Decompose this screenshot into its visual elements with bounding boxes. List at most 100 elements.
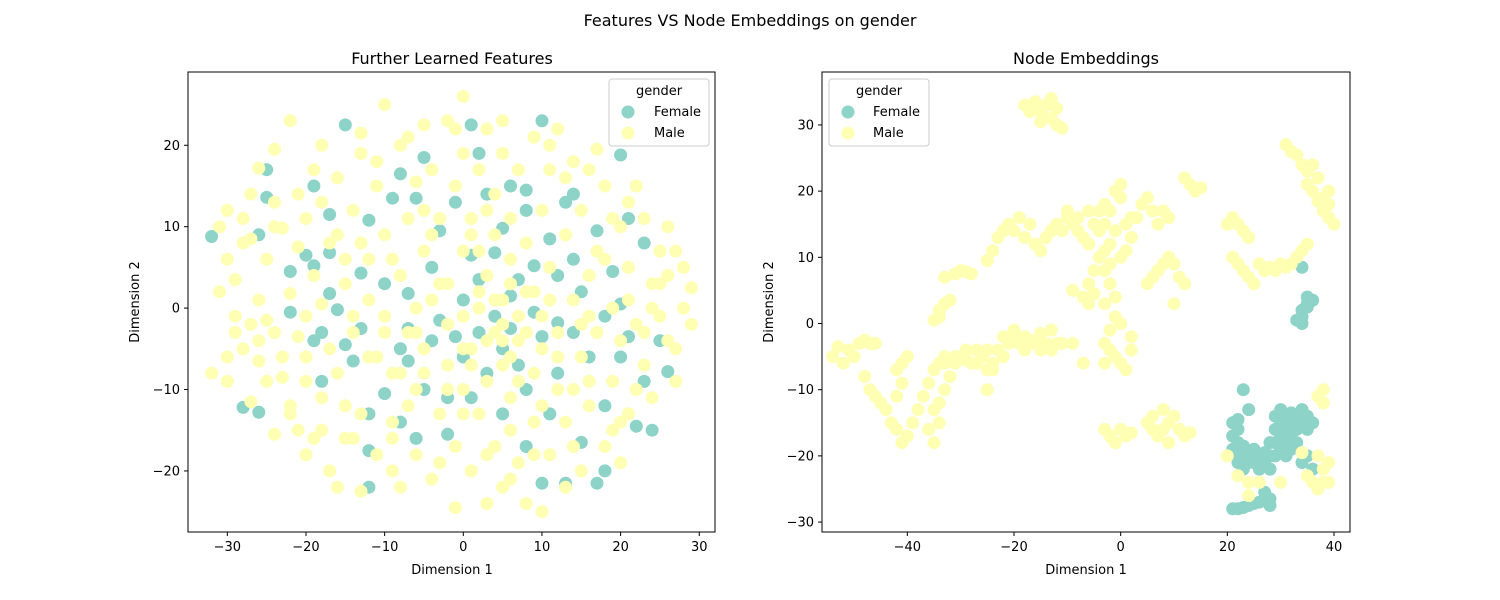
right-chart-point-male-31	[847, 350, 861, 364]
left-chart-point-female-18	[354, 266, 368, 280]
right-chart-point-male-236	[1076, 356, 1090, 370]
left-chart-point-female-87	[598, 399, 612, 413]
left-chart-x-tick-label: 30	[691, 540, 708, 555]
left-chart-point-male-141	[637, 212, 651, 225]
left-chart-point-male-136	[622, 260, 635, 274]
left-chart-point-male-182	[496, 114, 510, 128]
right-chart-point-male-233	[1124, 211, 1138, 225]
left-chart-point-male-88	[488, 228, 502, 242]
left-chart-y-tick-label: 10	[163, 220, 180, 235]
right-chart-point-male-109	[1034, 244, 1048, 258]
right-chart-y-tick-label: −20	[787, 449, 814, 464]
left-chart-point-male-169	[346, 431, 360, 445]
right-chart-x-ticks: −40 −20 0 20 40	[894, 532, 1342, 555]
left-chart-point-male-28	[315, 138, 329, 152]
left-chart-point-female-88	[606, 265, 620, 278]
left-chart-point-male-1	[213, 220, 226, 234]
left-chart-point-female-103	[519, 183, 533, 197]
right-chart-point-male-242	[948, 350, 962, 364]
right-chart-point-male-107	[1023, 217, 1037, 231]
left-chart-point-male-42	[362, 252, 376, 266]
left-chart-point-female-25	[378, 277, 392, 291]
left-chart-point-male-57	[409, 448, 423, 462]
right-chart-point-male-203	[1162, 436, 1176, 450]
right-chart-point-male-130	[1119, 244, 1133, 258]
left-chart-point-male-137	[622, 407, 635, 421]
left-chart-point-male-224	[456, 407, 470, 421]
left-chart-point-male-189	[519, 326, 533, 339]
left-chart-point-male-37	[346, 309, 360, 323]
right-chart-y-tick-label: 30	[797, 118, 814, 133]
right-chart-y-ticks: −30 −20 −10 0 10 20 30	[787, 118, 822, 531]
left-chart-point-male-192	[472, 285, 486, 299]
right-chart-point-male-73	[996, 350, 1010, 364]
left-chart-point-male-61	[417, 244, 431, 258]
right-chart-point-female-23	[1263, 462, 1277, 476]
right-chart-point-male-138	[1162, 211, 1176, 225]
left-chart-point-male-41	[354, 126, 368, 140]
left-chart-point-male-125	[582, 269, 596, 282]
left-chart-point-male-126	[582, 399, 596, 413]
left-chart-point-female-13	[323, 246, 337, 260]
left-chart-point-male-78	[464, 212, 478, 225]
left-chart-x-ticks: −30 −20 −10 0 10 20 30	[214, 532, 708, 555]
left-chart-point-male-155	[244, 317, 258, 331]
left-chart-point-male-212	[354, 236, 368, 250]
left-chart-point-male-226	[598, 252, 612, 266]
right-chart-point-male-165	[1242, 231, 1256, 244]
right-chart-point-male-161	[1194, 181, 1208, 195]
left-chart-point-male-84	[480, 269, 494, 282]
right-chart-legend-marker-female	[841, 105, 855, 119]
left-chart-point-male-47	[378, 98, 392, 112]
right-chart-point-male-142	[1103, 277, 1117, 291]
left-chart-point-female-24	[378, 387, 392, 401]
left-chart-point-male-249	[614, 415, 628, 429]
left-chart-point-male-184	[582, 163, 596, 177]
right-chart-point-male-42	[890, 389, 904, 403]
right-chart-point-male-29	[836, 356, 850, 370]
left-chart-legend-label-female: Female	[654, 105, 701, 120]
left-chart-point-male-200	[346, 326, 360, 339]
left-chart-point-female-9	[307, 179, 321, 193]
left-chart-point-male-21	[291, 330, 305, 344]
left-chart-legend: gender Female Male	[608, 78, 710, 147]
left-chart-point-male-235	[291, 423, 305, 437]
left-chart-point-male-35	[338, 277, 352, 291]
left-chart-point-male-172	[480, 448, 494, 462]
left-chart-point-male-214	[425, 228, 439, 242]
left-chart-point-male-135	[614, 456, 628, 470]
left-chart-point-male-223	[409, 383, 423, 396]
left-chart-point-male-139	[629, 317, 643, 331]
left-chart-y-axis-label: Dimension 2	[128, 261, 143, 343]
left-chart-point-male-197	[409, 301, 423, 315]
right-chart-point-male-218	[1322, 456, 1336, 469]
left-chart-point-female-75	[551, 269, 565, 282]
right-chart-point-male-36	[858, 370, 872, 383]
right-chart-point-female-67	[1295, 317, 1309, 330]
right-chart-point-male-152	[1119, 363, 1133, 377]
left-chart-y-tick-label: 0	[172, 302, 180, 317]
left-chart-point-female-65	[519, 383, 533, 396]
right-chart-x-tick-label: 20	[1219, 540, 1236, 555]
left-chart-point-female-76	[551, 366, 565, 380]
left-chart-y-tick-label: −10	[153, 383, 180, 398]
left-chart-point-male-149	[677, 301, 690, 315]
right-chart-point-male-235	[1082, 277, 1096, 291]
left-chart-point-female-7	[307, 334, 321, 348]
left-chart-point-male-76	[456, 309, 470, 323]
right-chart-point-male-134	[1140, 191, 1154, 205]
left-chart-point-male-58	[409, 175, 423, 189]
left-chart-point-male-27	[307, 431, 321, 445]
left-chart-point-female-91	[622, 212, 635, 225]
left-chart-point-male-232	[645, 301, 659, 315]
right-chart-point-male-144	[1098, 297, 1112, 311]
left-chart-point-female-33	[409, 431, 423, 445]
left-chart-point-male-122	[574, 350, 588, 364]
left-chart-point-male-167	[283, 407, 297, 421]
left-chart-point-male-8	[244, 395, 258, 409]
left-chart-point-male-100	[511, 334, 525, 348]
left-chart-point-male-115	[551, 122, 565, 136]
right-chart-point-male-131	[1124, 231, 1138, 244]
left-chart-point-male-130	[598, 440, 612, 453]
